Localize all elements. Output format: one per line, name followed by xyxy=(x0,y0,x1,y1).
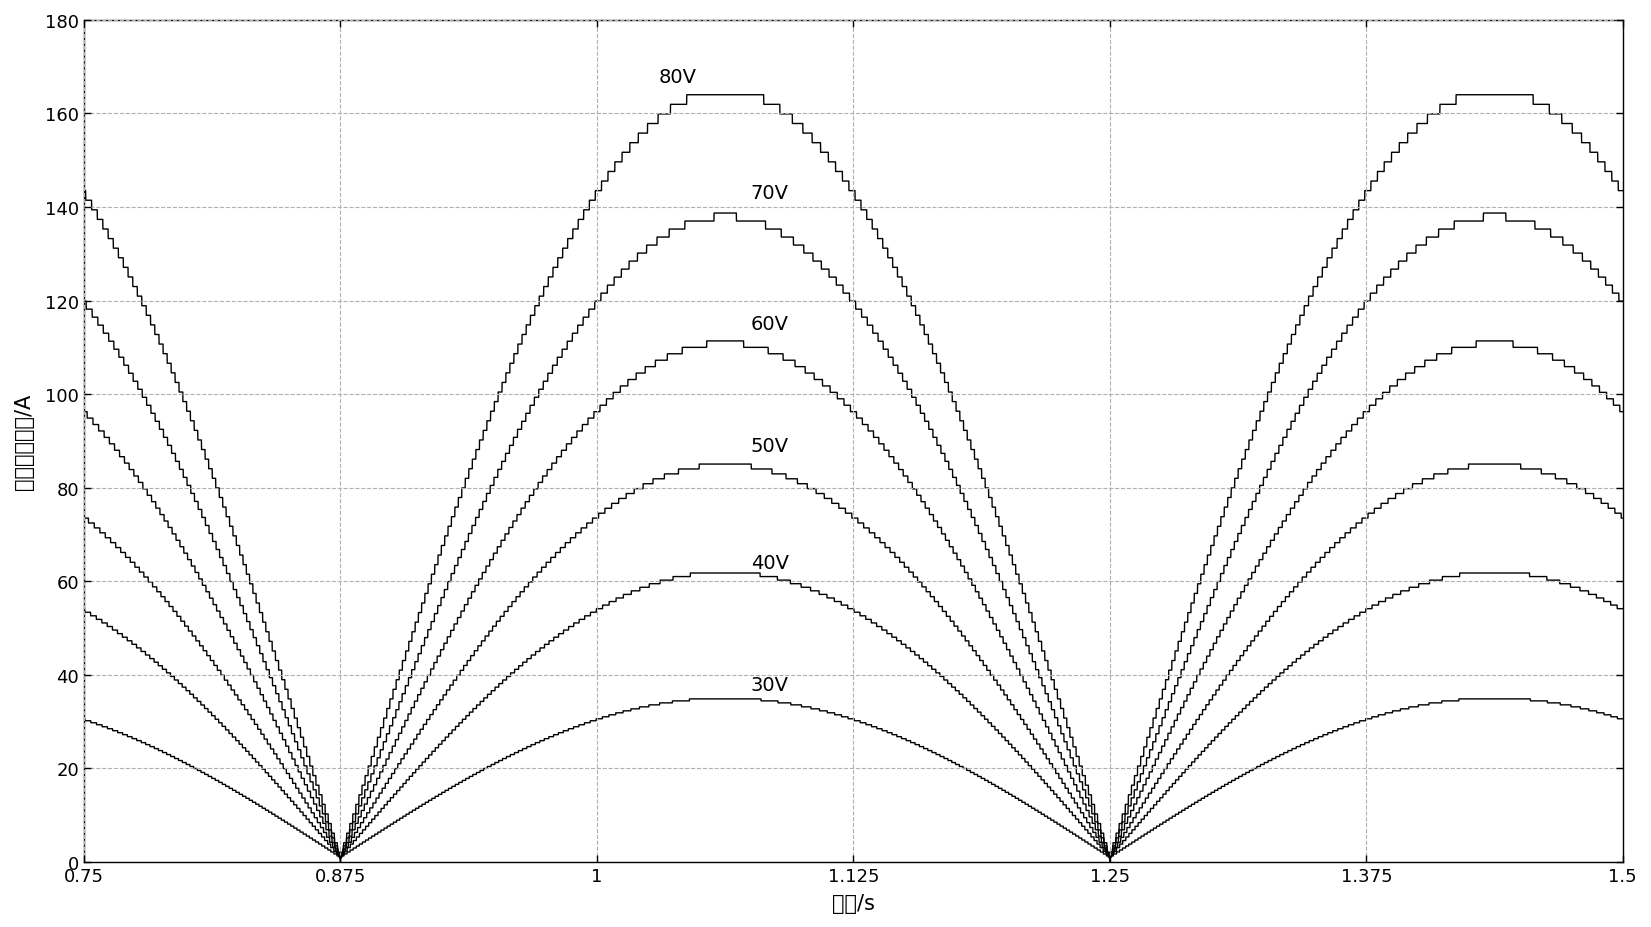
Text: 30V: 30V xyxy=(751,675,789,694)
Text: 60V: 60V xyxy=(751,315,789,334)
Text: 40V: 40V xyxy=(751,553,789,572)
Text: 50V: 50V xyxy=(751,437,789,455)
X-axis label: 时间/s: 时间/s xyxy=(832,893,875,913)
Text: 80V: 80V xyxy=(659,68,697,86)
Y-axis label: 高频电流幅値/A: 高频电流幅値/A xyxy=(13,393,35,489)
Text: 70V: 70V xyxy=(751,184,789,203)
